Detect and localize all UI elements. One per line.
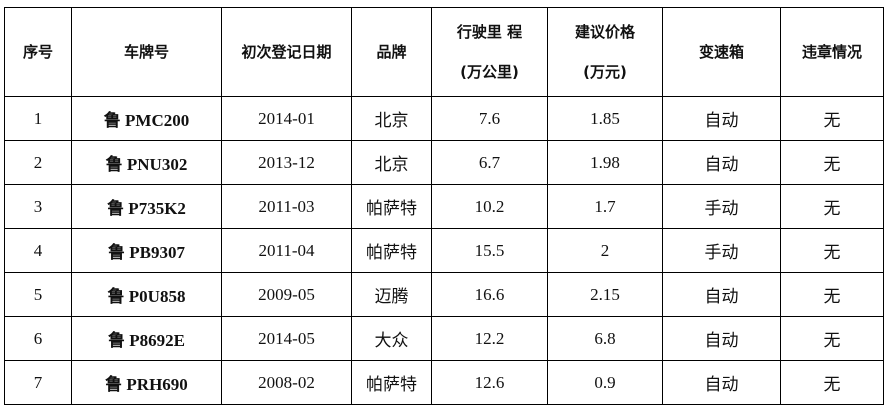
cell-mileage: 7.6 — [431, 96, 548, 141]
cell-price: 2 — [547, 228, 663, 273]
cell-price: 1.7 — [547, 184, 663, 229]
cell-violations: 无 — [780, 360, 884, 405]
cell-brand: 大众 — [351, 316, 432, 361]
cell-plate: 鲁 P735K2 — [71, 184, 222, 229]
header-plate: 车牌号 — [71, 7, 222, 97]
cell-index: 2 — [4, 140, 72, 185]
cell-plate: 鲁 PRH690 — [71, 360, 222, 405]
cell-violations: 无 — [780, 96, 884, 141]
cell-reg-date: 2014-01 — [221, 96, 352, 141]
cell-price: 1.85 — [547, 96, 663, 141]
header-transmission: 变速箱 — [662, 7, 781, 97]
cell-index: 3 — [4, 184, 72, 229]
cell-transmission: 自动 — [662, 316, 781, 361]
cell-reg-date: 2013-12 — [221, 140, 352, 185]
cell-mileage: 6.7 — [431, 140, 548, 185]
cell-brand: 帕萨特 — [351, 228, 432, 273]
cell-brand: 北京 — [351, 140, 432, 185]
cell-mileage: 12.6 — [431, 360, 548, 405]
cell-plate: 鲁 PMC200 — [71, 96, 222, 141]
cell-plate: 鲁 PB9307 — [71, 228, 222, 273]
cell-transmission: 自动 — [662, 360, 781, 405]
cell-index: 7 — [4, 360, 72, 405]
header-reg-date: 初次登记日期 — [221, 7, 352, 97]
cell-mileage: 16.6 — [431, 272, 548, 317]
cell-mileage: 12.2 — [431, 316, 548, 361]
cell-violations: 无 — [780, 272, 884, 317]
header-row: 序号 车牌号 初次登记日期 品牌 行驶里 程 (万公里) 建议价格 (万元) 变速箱… — [4, 7, 884, 97]
cell-index: 1 — [4, 96, 72, 141]
cell-brand: 北京 — [351, 96, 432, 141]
cell-reg-date: 2014-05 — [221, 316, 352, 361]
cell-violations: 无 — [780, 228, 884, 273]
car-listing-table: 序号 车牌号 初次登记日期 品牌 行驶里 程 (万公里) 建议价格 (万元) 变速箱… — [4, 7, 884, 405]
header-violations: 违章情况 — [780, 7, 884, 97]
cell-reg-date: 2011-03 — [221, 184, 352, 229]
cell-transmission: 手动 — [662, 228, 781, 273]
cell-violations: 无 — [780, 316, 884, 361]
cell-price: 6.8 — [547, 316, 663, 361]
cell-index: 5 — [4, 272, 72, 317]
cell-mileage: 10.2 — [431, 184, 548, 229]
cell-violations: 无 — [780, 140, 884, 185]
cell-price: 1.98 — [547, 140, 663, 185]
cell-mileage: 15.5 — [431, 228, 548, 273]
cell-reg-date: 2008-02 — [221, 360, 352, 405]
cell-transmission: 自动 — [662, 272, 781, 317]
cell-price: 0.9 — [547, 360, 663, 405]
cell-index: 4 — [4, 228, 72, 273]
cell-brand: 帕萨特 — [351, 184, 432, 229]
cell-brand: 帕萨特 — [351, 360, 432, 405]
cell-index: 6 — [4, 316, 72, 361]
cell-transmission: 自动 — [662, 140, 781, 185]
header-mileage: 行驶里 程 (万公里) — [431, 7, 548, 97]
cell-brand: 迈腾 — [351, 272, 432, 317]
cell-plate: 鲁 PNU302 — [71, 140, 222, 185]
cell-plate: 鲁 P0U858 — [71, 272, 222, 317]
cell-transmission: 自动 — [662, 96, 781, 141]
cell-price: 2.15 — [547, 272, 663, 317]
header-price: 建议价格 (万元) — [547, 7, 663, 97]
header-brand: 品牌 — [351, 7, 432, 97]
cell-plate: 鲁 P8692E — [71, 316, 222, 361]
cell-reg-date: 2011-04 — [221, 228, 352, 273]
cell-reg-date: 2009-05 — [221, 272, 352, 317]
header-index: 序号 — [4, 7, 72, 97]
cell-transmission: 手动 — [662, 184, 781, 229]
cell-violations: 无 — [780, 184, 884, 229]
